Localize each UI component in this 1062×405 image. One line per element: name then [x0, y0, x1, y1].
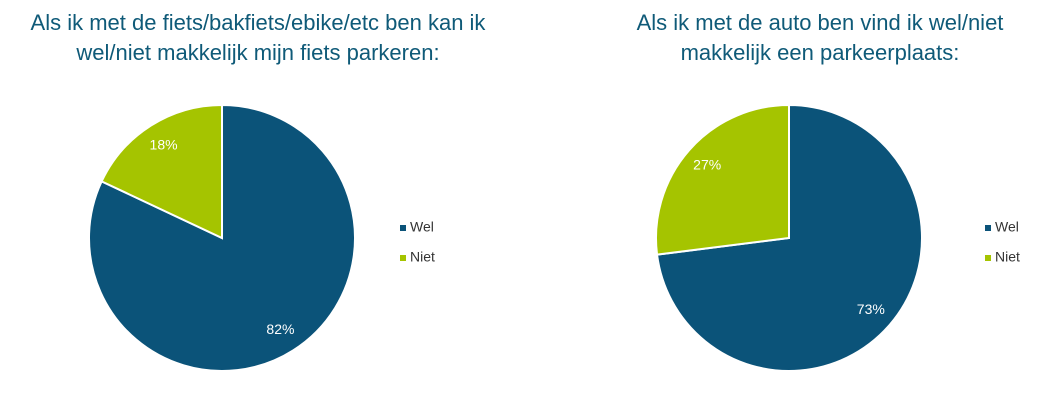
chart-title: Als ik met de auto ben vind ik wel/niet …	[636, 10, 1004, 65]
legend-marker	[985, 255, 991, 261]
data-label: 27%	[693, 157, 721, 173]
legend-label: Niet	[995, 249, 1020, 265]
pie-slice	[100, 103, 223, 240]
legend-label: Wel	[410, 219, 434, 235]
legend-label: Wel	[995, 219, 1019, 235]
data-label: 82%	[266, 321, 294, 337]
chart-title: Als ik met de fiets/bakfiets/ebike/etc b…	[30, 10, 486, 65]
legend-label: Niet	[410, 249, 435, 265]
legend-marker	[400, 225, 406, 231]
data-label: 73%	[857, 301, 885, 317]
data-label: 18%	[150, 137, 178, 153]
pie-slice	[655, 103, 790, 256]
legend-marker	[400, 255, 406, 261]
legend-marker	[985, 225, 991, 231]
